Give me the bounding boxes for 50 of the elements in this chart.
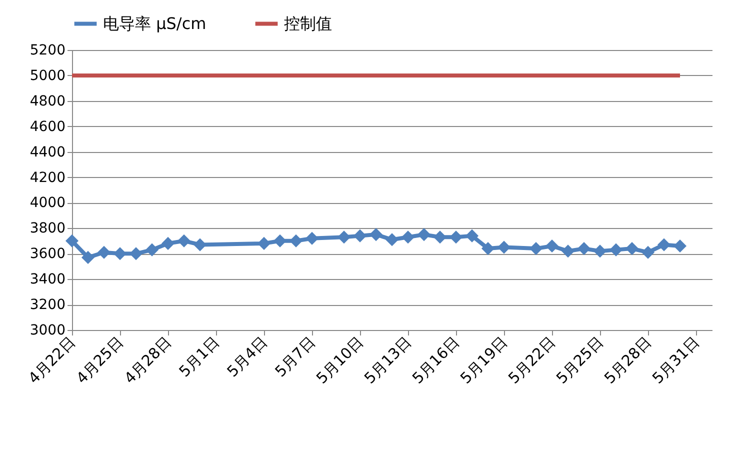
- point: [161, 236, 175, 250]
- legend-label: 控制值: [284, 14, 332, 33]
- point: [353, 229, 367, 242]
- point: [417, 228, 431, 242]
- point: [625, 242, 639, 256]
- y-tick-label: 3200: [30, 297, 66, 314]
- point: [385, 233, 399, 246]
- point: [257, 236, 271, 250]
- point: [177, 234, 191, 248]
- point: [641, 246, 655, 259]
- point: [81, 250, 95, 264]
- y-tick-label: 4600: [30, 118, 66, 135]
- point: [337, 230, 351, 244]
- point: [465, 229, 479, 242]
- point: [305, 232, 319, 245]
- y-tick-label: 5000: [30, 68, 66, 84]
- point: [129, 247, 143, 260]
- legend-label: 电导率 μS/cm: [103, 14, 206, 33]
- point: [673, 239, 687, 253]
- y-tick-label: 4000: [30, 195, 66, 212]
- point: [193, 238, 207, 252]
- y-tick-label: 3800: [30, 220, 66, 237]
- y-tick-label: 5200: [30, 42, 66, 58]
- y-tick-label: 4800: [30, 93, 66, 110]
- point: [97, 246, 111, 259]
- point: [369, 228, 383, 242]
- y-tick-label: 3400: [30, 272, 66, 288]
- y-tick-label: 4400: [30, 144, 66, 160]
- x-tick-label: 5月4日: [223, 333, 271, 381]
- y-tick-label: 4200: [30, 170, 66, 186]
- point: [497, 240, 511, 254]
- point: [529, 242, 543, 256]
- point: [449, 230, 463, 244]
- point: [433, 230, 447, 244]
- point: [593, 244, 607, 258]
- point: [609, 243, 623, 256]
- point: [561, 244, 575, 258]
- point: [289, 234, 303, 248]
- point: [545, 239, 559, 253]
- point: [273, 234, 287, 248]
- y-tick-label: 3000: [30, 322, 66, 338]
- point: [113, 247, 127, 260]
- point: [401, 230, 415, 244]
- point: [657, 238, 671, 252]
- point: [577, 242, 591, 256]
- point: [65, 234, 79, 248]
- point: [145, 243, 159, 256]
- y-tick-label: 3600: [30, 246, 66, 262]
- point: [481, 242, 495, 256]
- x-tick-label: 5月1日: [175, 333, 223, 381]
